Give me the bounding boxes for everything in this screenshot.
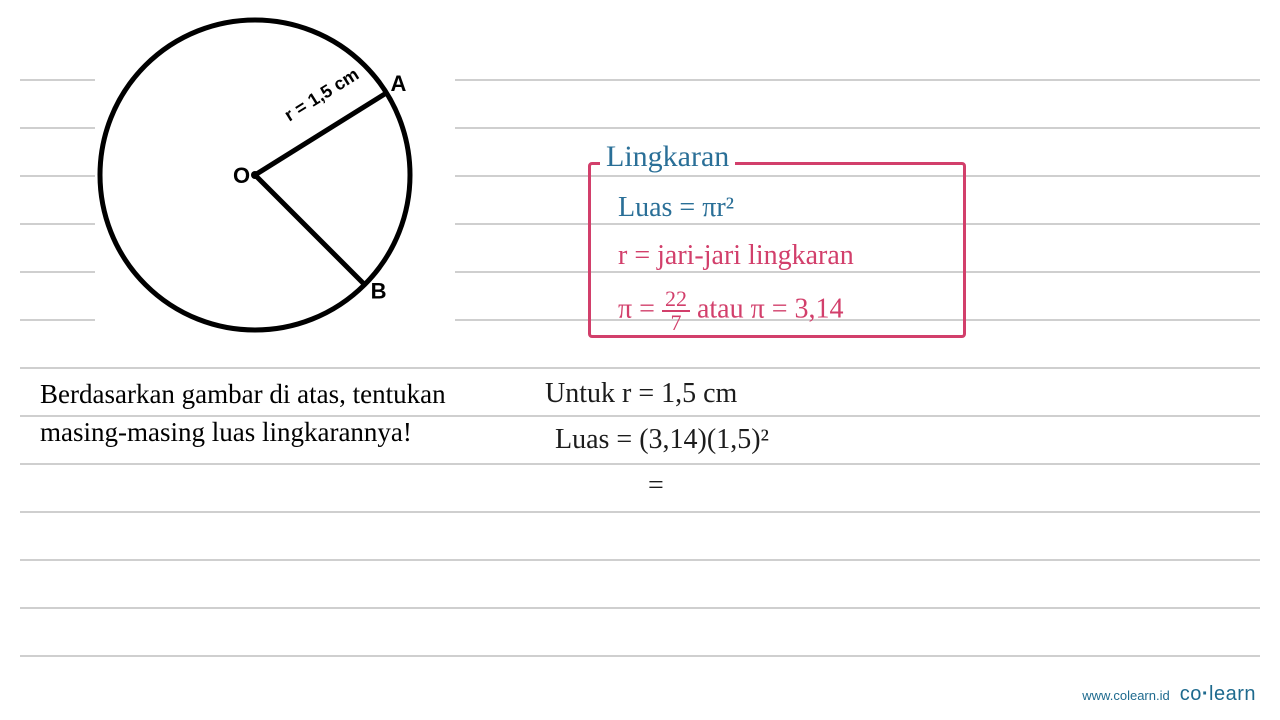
formula-area-expr: πr²	[702, 192, 734, 223]
svg-text:A: A	[390, 71, 406, 96]
pi-fraction: 227	[662, 288, 690, 334]
formula-area: Luas = πr²	[618, 192, 734, 224]
formula-box-title: Lingkaran	[600, 140, 735, 174]
svg-text:B: B	[371, 279, 387, 304]
pi-eq-label: π =	[618, 293, 662, 324]
solution-line-3: =	[648, 470, 664, 502]
formula-pi-def: π = 227 atau π = 3,14	[618, 288, 844, 334]
formula-area-label: Luas =	[618, 192, 702, 223]
circle-diagram: OABr = 1,5 cm	[95, 15, 455, 355]
svg-text:O: O	[233, 163, 250, 188]
solution-line-1: Untuk r = 1,5 cm	[545, 378, 737, 410]
pi-decimal: π = 3,14	[751, 293, 844, 324]
question-text: Berdasarkan gambar di atas, tentukan mas…	[40, 376, 530, 452]
footer-url: www.colearn.id	[1082, 688, 1169, 703]
solution-line-2: Luas = (3,14)(1,5)²	[555, 424, 769, 456]
formula-radius-def: r = jari-jari lingkaran	[618, 240, 854, 272]
pi-or: atau	[690, 293, 751, 324]
footer: www.colearn.id co·learn	[1082, 683, 1256, 706]
footer-brand: co·learn	[1180, 683, 1256, 706]
